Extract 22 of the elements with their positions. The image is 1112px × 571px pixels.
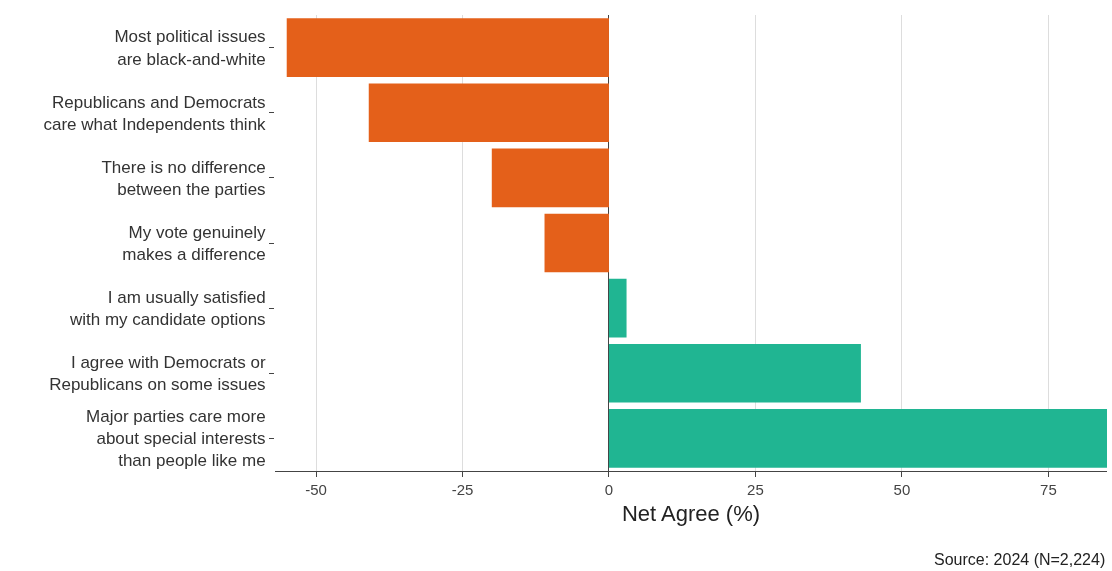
bar <box>491 148 609 208</box>
bar <box>608 409 1107 468</box>
bar <box>544 213 609 273</box>
y-tick-label: Most political issues are black-and-white <box>114 27 266 69</box>
x-tick-label: 25 <box>747 481 764 498</box>
x-tick-label: 75 <box>1040 481 1057 498</box>
y-tick-label: Republicans and Democrats care what Independents think <box>43 92 267 134</box>
y-tick-label: My vote genuinely makes a difference <box>122 222 267 264</box>
x-tick-label: 50 <box>893 481 911 498</box>
y-tick-label: Major parties care more about special interests than people like me <box>86 407 266 471</box>
x-tick-label: 0 <box>604 481 614 498</box>
x-tick-label: -25 <box>451 481 474 498</box>
x-axis-title: Net Agree (%) <box>621 500 761 526</box>
bar <box>608 278 627 338</box>
bar <box>368 83 609 143</box>
bar <box>286 18 609 77</box>
x-tick-label: -50 <box>305 481 327 498</box>
bar <box>608 343 861 403</box>
y-tick-label: I agree with Democrats or Republicans on some issues <box>49 353 266 395</box>
source-note: Source: 2024 (N=2,224) <box>934 551 1106 568</box>
y-tick-label: There is no difference between the parties <box>101 157 266 199</box>
y-tick-label: I am usually satisfied with my candidate options <box>68 288 266 330</box>
